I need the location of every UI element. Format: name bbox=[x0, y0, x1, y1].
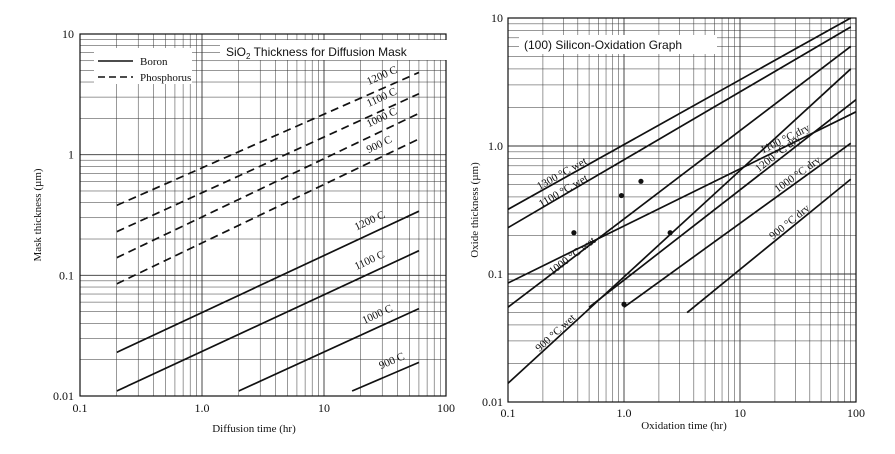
series-line-1000-c-wet bbox=[507, 45, 852, 308]
left-title-backdrop bbox=[220, 40, 454, 60]
right-x-tick-label: 1.0 bbox=[617, 406, 632, 420]
right-x-tick-labels: 0.1 1.0 10 100 bbox=[501, 406, 866, 420]
left-legend-backdrop bbox=[94, 48, 192, 84]
left-y-tick-label: 1 bbox=[68, 148, 74, 162]
left-y-axis-label: Mask thickness (µm) bbox=[32, 168, 44, 261]
left-x-tick-label: 1.0 bbox=[195, 401, 210, 415]
left-x-tick-label: 100 bbox=[437, 401, 455, 415]
right-x-tick-label: 10 bbox=[734, 406, 746, 420]
legend-phosphorus-label: Phosphorus bbox=[140, 72, 191, 84]
left-x-tick-labels: 0.1 1.0 10 100 bbox=[73, 401, 456, 415]
right-chart-title: (100) Silicon-Oxidation Graph bbox=[519, 35, 717, 54]
data-point-marker bbox=[571, 230, 577, 236]
series-line-1300-c-wet bbox=[507, 17, 852, 211]
right-x-tick-label: 0.1 bbox=[501, 406, 516, 420]
right-plot-frame bbox=[507, 17, 857, 403]
left-legend: Boron Phosphorus bbox=[94, 48, 192, 84]
right-y-tick-label: 0.01 bbox=[482, 395, 503, 409]
right-x-tick-label: 100 bbox=[847, 406, 865, 420]
data-point-marker bbox=[638, 178, 644, 184]
right-y-tick-label: 0.1 bbox=[488, 267, 503, 281]
left-y-tick-label: 10 bbox=[62, 27, 74, 41]
series-line-phosphorus-1200 bbox=[116, 71, 420, 207]
left-x-tick-label: 0.1 bbox=[73, 401, 88, 415]
data-point-marker bbox=[618, 192, 625, 199]
right-x-axis-label: Oxidation time (hr) bbox=[641, 420, 727, 432]
right-y-axis-label: Oxide thickness (µm) bbox=[469, 162, 481, 258]
right-title-text: (100) Silicon-Oxidation Graph bbox=[524, 38, 682, 52]
left-title-text: SiO2 Thickness for Diffusion Mask bbox=[226, 45, 408, 61]
left-y-tick-labels: 0.01 0.1 1 10 bbox=[53, 27, 74, 403]
left-x-tick-label: 10 bbox=[318, 401, 330, 415]
data-point-marker bbox=[621, 301, 627, 307]
series-line-boron-1200 bbox=[116, 210, 420, 354]
series-line-phosphorus-900 bbox=[116, 138, 420, 285]
series-line-900-c-dry bbox=[686, 178, 852, 314]
data-point-marker bbox=[667, 230, 673, 236]
right-markers bbox=[571, 178, 673, 307]
right-y-tick-label: 1.0 bbox=[488, 139, 503, 153]
series-line-1000-c-dry bbox=[623, 142, 852, 308]
left-chart-title: SiO2 Thickness for Diffusion Mask bbox=[220, 40, 454, 61]
series-line-boron-900 bbox=[351, 361, 420, 392]
series-line-boron-1000 bbox=[238, 307, 420, 392]
legend-boron-label: Boron bbox=[140, 56, 168, 68]
left-y-tick-label: 0.01 bbox=[53, 389, 74, 403]
right-y-tick-label: 10 bbox=[491, 11, 503, 25]
right-title-backdrop bbox=[519, 35, 717, 54]
left-y-tick-label: 0.1 bbox=[59, 268, 74, 282]
left-plot-frame bbox=[79, 33, 447, 397]
series-line-900-c-wet bbox=[507, 68, 852, 384]
right-curves bbox=[507, 17, 857, 384]
right-y-tick-labels: 0.01 0.1 1.0 10 bbox=[482, 11, 503, 409]
series-line-phosphorus-1100 bbox=[116, 92, 420, 233]
series-line-1100-c-wet bbox=[507, 26, 852, 229]
series-line-phosphorus-1000 bbox=[116, 112, 420, 259]
left-curves bbox=[116, 71, 420, 392]
left-x-axis-label: Diffusion time (hr) bbox=[212, 423, 296, 435]
series-line-boron-1100 bbox=[116, 249, 420, 392]
series-line-1100-c-dry bbox=[507, 111, 857, 284]
